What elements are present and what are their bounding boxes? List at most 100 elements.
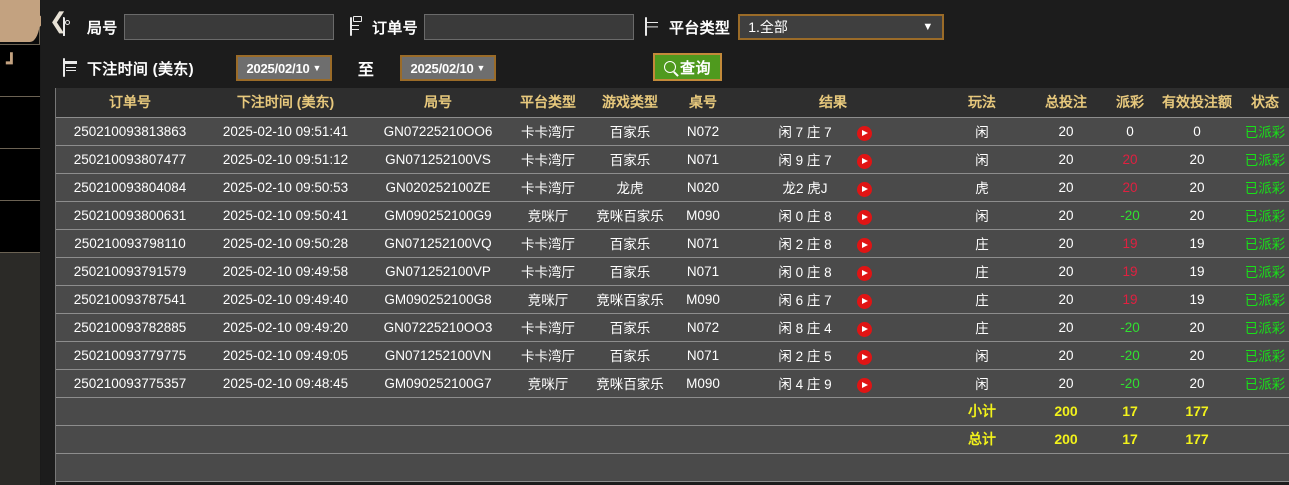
col-total-bet[interactable]: 总投注	[1031, 88, 1101, 118]
cell-play-type: 闲	[933, 117, 1031, 146]
cell-result: 闲 2 庄 5	[733, 341, 933, 370]
cell-table-no: N071	[673, 341, 733, 370]
cell-round-no: GN071252100VS	[367, 145, 509, 174]
round-no-input[interactable]	[123, 14, 334, 40]
filter-platform-type-label: 平台类型	[669, 19, 731, 37]
cell-total-bet: 20	[1031, 313, 1101, 342]
cell-bet-time: 2025-02-10 09:50:53	[204, 173, 367, 202]
cell-game-type: 百家乐	[587, 341, 673, 370]
cell-platform: 卡卡湾厅	[509, 229, 587, 258]
col-order-no[interactable]: 订单号	[56, 88, 204, 118]
col-game-type[interactable]: 游戏类型	[587, 88, 673, 118]
play-replay-icon[interactable]	[856, 321, 872, 337]
play-replay-icon[interactable]	[856, 237, 872, 253]
summary-label: 总计	[933, 425, 1031, 454]
platform-type-select[interactable]: 1.全部 ▼	[738, 14, 945, 40]
bet-time-from-picker[interactable]: 2025/02/10 ▼	[235, 55, 332, 81]
table-row[interactable]: 250210093791579 2025-02-10 09:49:58 GN0712…	[56, 257, 1289, 286]
col-bet-time[interactable]: 下注时间 (美东)	[204, 88, 367, 118]
cell-play-type: 闲	[933, 369, 1031, 398]
col-table-no[interactable]: 桌号	[673, 88, 733, 118]
play-replay-icon[interactable]	[856, 153, 872, 169]
col-payout[interactable]: 派彩	[1101, 88, 1159, 118]
cell-payout: 0	[1101, 117, 1159, 146]
cell-platform: 卡卡湾厅	[509, 145, 587, 174]
col-play-type[interactable]: 玩法	[933, 88, 1031, 118]
filter-bar: 局号 订单号 平台类型 1.全部 ▼ 下注时间 (美东	[41, 0, 1289, 88]
status-badge: 已派彩	[1235, 257, 1289, 286]
table-row[interactable]: 250210093807477 2025-02-10 09:51:12 GN0712…	[56, 145, 1289, 174]
cell-order-no: 250210093798110	[56, 229, 204, 258]
cell-round-no: GM090252100G7	[367, 369, 509, 398]
table-row[interactable]: 250210093782885 2025-02-10 09:49:20 GN0722…	[56, 313, 1289, 342]
table-row[interactable]: 250210093804084 2025-02-10 09:50:53 GN0202…	[56, 173, 1289, 202]
status-badge: 已派彩	[1235, 341, 1289, 370]
cell-platform: 卡卡湾厅	[509, 173, 587, 202]
cell-round-no: GN07225210OO3	[367, 313, 509, 342]
sidebar-cell-4[interactable]	[0, 200, 40, 252]
result-text: 闲 4 庄 9	[778, 377, 832, 392]
cell-total-bet: 20	[1031, 369, 1101, 398]
cell-order-no: 250210093800631	[56, 201, 204, 230]
cell-result: 闲 6 庄 7	[733, 285, 933, 314]
order-no-input[interactable]	[423, 14, 634, 40]
filter-bet-time: 下注时间 (美东) 2025/02/10 ▼ 至 2025/02/10 ▼	[63, 55, 496, 81]
filter-order-no: 订单号	[348, 14, 634, 40]
cell-table-no: M090	[673, 369, 733, 398]
col-valid-bet[interactable]: 有效投注额	[1159, 88, 1235, 118]
cell-order-no: 250210093782885	[56, 313, 204, 342]
result-text: 闲 0 庄 8	[778, 265, 832, 280]
table-row[interactable]: 250210093775357 2025-02-10 09:48:45 GM0902…	[56, 369, 1289, 398]
cell-result: 闲 0 庄 8	[733, 201, 933, 230]
play-replay-icon[interactable]	[856, 349, 872, 365]
status-badge: 已派彩	[1235, 369, 1289, 398]
cell-table-no: N072	[673, 313, 733, 342]
sidebar-cell-2[interactable]	[0, 96, 40, 148]
summary-label: 小计	[933, 397, 1031, 426]
play-replay-icon[interactable]	[856, 265, 872, 281]
cell-round-no: GN071252100VN	[367, 341, 509, 370]
col-round-no[interactable]: 局号	[367, 88, 509, 118]
cell-order-no: 250210093787541	[56, 285, 204, 314]
cell-order-no: 250210093804084	[56, 173, 204, 202]
sidebar-cell-1[interactable]	[0, 44, 40, 96]
filter-round-no: 局号	[63, 14, 334, 40]
cell-play-type: 闲	[933, 201, 1031, 230]
cell-payout: 20	[1101, 145, 1159, 174]
result-text: 闲 6 庄 7	[778, 293, 832, 308]
cell-platform: 卡卡湾厅	[509, 257, 587, 286]
platform-type-value: 1.全部	[748, 19, 788, 35]
table-row[interactable]: 250210093800631 2025-02-10 09:50:41 GM0902…	[56, 201, 1289, 230]
col-result[interactable]: 结果	[733, 88, 933, 118]
cell-valid-bet: 20	[1159, 369, 1235, 398]
play-replay-icon[interactable]	[856, 209, 872, 225]
summary-valid-bet: 177	[1159, 397, 1235, 426]
sidebar-active-tab[interactable]	[0, 0, 40, 42]
result-text: 闲 7 庄 7	[778, 125, 832, 140]
cell-order-no: 250210093791579	[56, 257, 204, 286]
cell-order-no: 250210093775357	[56, 369, 204, 398]
cell-valid-bet: 20	[1159, 341, 1235, 370]
cell-payout: 20	[1101, 173, 1159, 202]
play-replay-icon[interactable]	[856, 293, 872, 309]
bet-time-from-value: 2025/02/10	[246, 60, 310, 76]
table-row[interactable]: 250210093779775 2025-02-10 09:49:05 GN0712…	[56, 341, 1289, 370]
table-row[interactable]: 250210093787541 2025-02-10 09:49:40 GM0902…	[56, 285, 1289, 314]
col-status[interactable]: 状态	[1235, 88, 1289, 118]
cell-order-no: 250210093813863	[56, 117, 204, 146]
play-replay-icon[interactable]	[856, 377, 872, 393]
summary-total-bet: 200	[1031, 425, 1101, 454]
cell-game-type: 百家乐	[587, 257, 673, 286]
table-row[interactable]: 250210093798110 2025-02-10 09:50:28 GN0712…	[56, 229, 1289, 258]
bet-time-to-picker[interactable]: 2025/02/10 ▼	[399, 55, 496, 81]
cell-payout: -20	[1101, 201, 1159, 230]
sidebar-cell-3[interactable]	[0, 148, 40, 200]
play-replay-icon[interactable]	[856, 181, 872, 197]
cell-total-bet: 20	[1031, 117, 1101, 146]
play-replay-icon[interactable]	[856, 125, 872, 141]
col-platform[interactable]: 平台类型	[509, 88, 587, 118]
table-row[interactable]: 250210093813863 2025-02-10 09:51:41 GN0722…	[56, 117, 1289, 146]
search-button[interactable]: 查询	[653, 53, 723, 81]
cell-table-no: N071	[673, 229, 733, 258]
